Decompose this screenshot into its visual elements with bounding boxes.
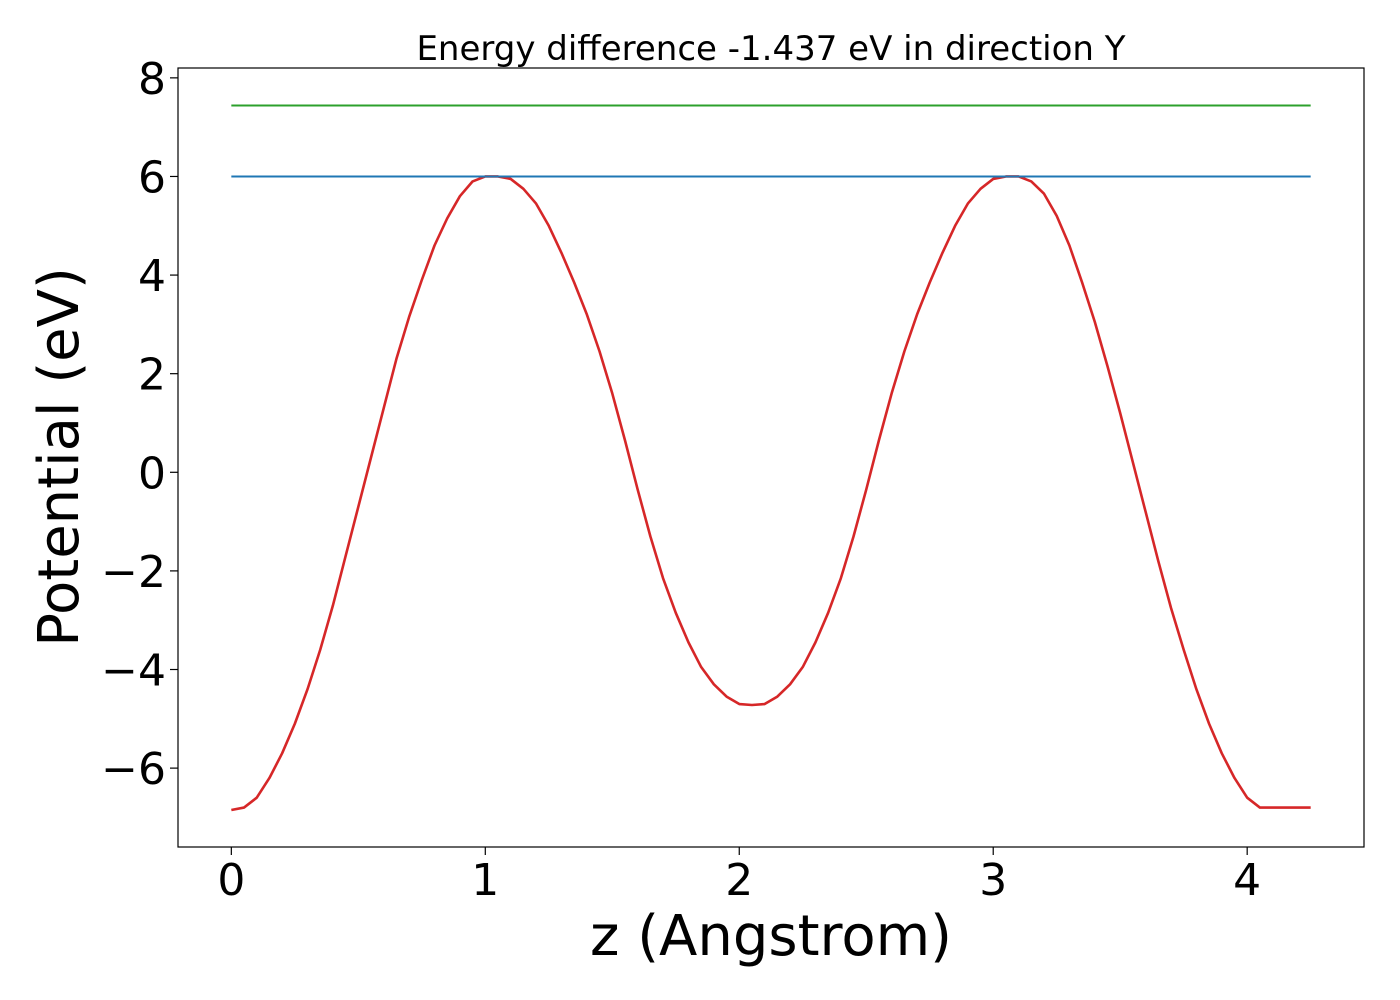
plot-area: 0 1 2 3 4 −6 −4 −2 0 2 4 6 8 bbox=[101, 54, 1365, 906]
series-line-0 bbox=[231, 175, 1311, 812]
y-tick-label: 4 bbox=[138, 251, 166, 302]
y-tick-label: −6 bbox=[101, 744, 166, 795]
y-tick-label: −4 bbox=[101, 646, 166, 697]
plot-frame bbox=[177, 67, 1365, 848]
y-axis-title: Potential (eV) bbox=[27, 267, 92, 647]
y-tick-label: 0 bbox=[138, 448, 166, 499]
chart-title: Energy difference -1.437 eV in direction… bbox=[416, 29, 1125, 69]
y-tick-label: −2 bbox=[101, 547, 166, 598]
x-tick-label: 0 bbox=[217, 855, 245, 906]
x-tick-label: 3 bbox=[979, 855, 1007, 906]
y-tick-label: 6 bbox=[138, 152, 166, 203]
x-tick-label: 2 bbox=[725, 855, 753, 906]
x-tick-label: 1 bbox=[471, 855, 499, 906]
y-tick-label: 8 bbox=[138, 54, 166, 105]
x-tick-label: 4 bbox=[1233, 855, 1261, 906]
y-tick-label: 2 bbox=[138, 350, 166, 401]
x-axis-title: z (Angstrom) bbox=[590, 904, 952, 969]
